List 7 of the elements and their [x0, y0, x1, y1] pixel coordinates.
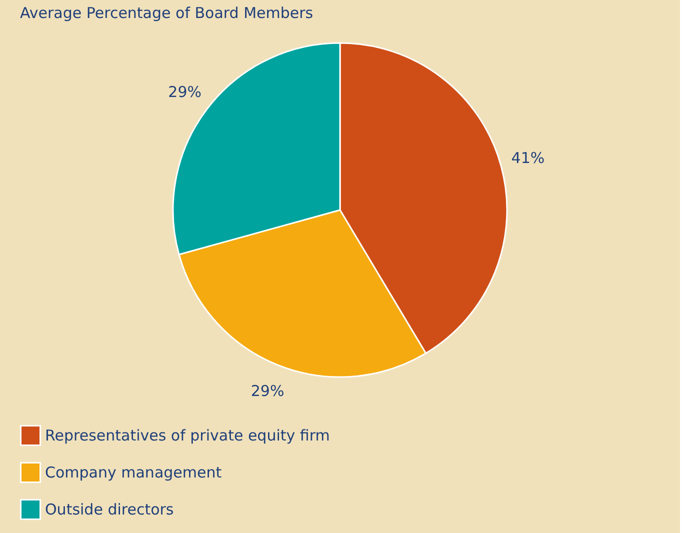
legend-label: Representatives of private equity firm — [45, 426, 330, 444]
data-label: 29% — [168, 82, 202, 101]
data-label: 41% — [511, 149, 545, 168]
legend-label: Company management — [45, 464, 222, 482]
legend-label: Outside directors — [45, 500, 174, 518]
chart-title: Average Percentage of Board Members — [20, 4, 314, 22]
data-label: 29% — [250, 382, 284, 400]
